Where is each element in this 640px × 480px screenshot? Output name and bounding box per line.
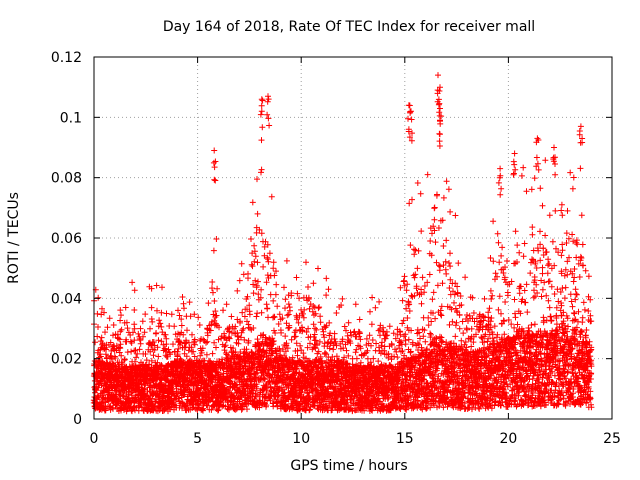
x-tick-label: 20 bbox=[499, 431, 517, 447]
data-points bbox=[90, 72, 595, 415]
chart-title: Day 164 of 2018, Rate Of TEC Index for r… bbox=[163, 19, 535, 35]
axis-ticks bbox=[93, 56, 613, 420]
x-axis-label: GPS time / hours bbox=[290, 458, 407, 474]
gridlines bbox=[94, 57, 612, 419]
y-tick-label: 0.06 bbox=[51, 231, 82, 247]
y-tick-label: 0 bbox=[73, 412, 82, 428]
x-tick-label: 25 bbox=[603, 431, 621, 447]
y-tick-label: 0.08 bbox=[51, 171, 82, 187]
y-tick-label: 0.04 bbox=[51, 291, 82, 307]
x-tick-label: 5 bbox=[193, 431, 202, 447]
y-tick-label: 0.02 bbox=[51, 352, 82, 368]
y-tick-label: 0.1 bbox=[60, 110, 82, 126]
x-tick-label: 10 bbox=[292, 431, 310, 447]
y-axis-label: ROTI / TECUs bbox=[6, 192, 22, 284]
x-tick-label: 0 bbox=[90, 431, 99, 447]
y-tick-label: 0.12 bbox=[51, 50, 82, 66]
roti-points bbox=[90, 72, 595, 415]
tick-labels: 0 0.02 0.04 0.06 0.08 0.1 0.12 0 5 10 15 20 25 bbox=[51, 50, 621, 447]
x-tick-label: 15 bbox=[396, 431, 414, 447]
